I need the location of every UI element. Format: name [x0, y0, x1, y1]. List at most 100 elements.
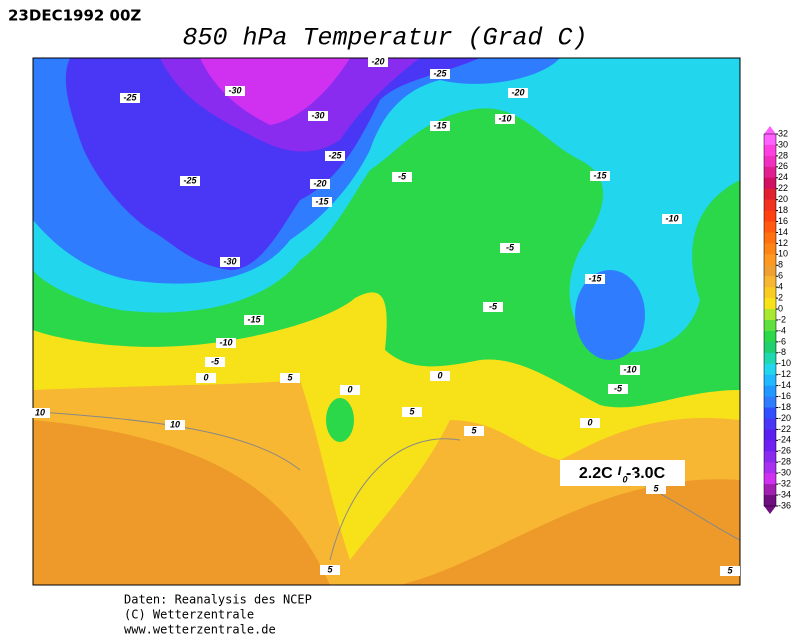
colorbar-segment: [764, 330, 776, 343]
footer-line: Daten: Reanalysis des NCEP: [124, 593, 312, 607]
contour-label: 5: [287, 372, 293, 382]
contour-label: -5: [506, 242, 515, 252]
colorbar-segment: [764, 462, 776, 474]
colorbar-label: -34: [778, 489, 791, 499]
colorbar-segment: [764, 385, 776, 398]
contour-label-bg: [580, 418, 600, 428]
colorbar-label: -26: [778, 446, 791, 456]
colorbar-label: 20: [778, 194, 788, 204]
contour-label: -5: [398, 171, 407, 181]
colorbar-label: -14: [778, 380, 791, 390]
contour-label: 5: [471, 425, 477, 435]
contour-label-bg: [508, 88, 528, 98]
contour-label: -20: [511, 87, 524, 97]
colorbar-label: 18: [778, 205, 788, 215]
contour-label: -10: [665, 213, 678, 223]
contour-label-bg: [165, 420, 185, 430]
contour-label: -25: [328, 150, 342, 160]
colorbar-segment: [764, 418, 776, 430]
colorbar-segment: [764, 298, 776, 310]
contour-label: -25: [123, 92, 137, 102]
contour-label: -15: [593, 170, 607, 180]
contour-label: -30: [311, 110, 324, 120]
contour-label: -30: [228, 85, 241, 95]
contour-label-bg: [402, 407, 422, 417]
contour-label-bg: [615, 475, 635, 485]
colorbar-segment: [764, 473, 776, 485]
contour-label-bg: [585, 274, 605, 284]
colorbar-segment: [764, 221, 776, 233]
colorbar-label: -24: [778, 435, 791, 445]
colorbar-label: -4: [778, 325, 786, 335]
contour-label: -15: [315, 196, 329, 206]
colorbar-segment: [764, 407, 776, 419]
colorbar-label: -20: [778, 413, 791, 423]
contour-label-bg: [430, 121, 450, 131]
colorbar-segment: [764, 134, 776, 146]
colorbar-label: 4: [778, 282, 783, 292]
contour-label-bg: [30, 408, 50, 418]
contour-label-bg: [500, 243, 520, 253]
zone: [575, 270, 645, 360]
colorbar-segment: [764, 451, 776, 463]
colorbar-label: 0: [778, 303, 783, 313]
map: 2.2C / -3.0C: [32, 57, 741, 586]
contour-label-bg: [620, 365, 640, 375]
contour-label: -15: [433, 120, 447, 130]
footer: Daten: Reanalysis des NCEP (C) Wetterzen…: [124, 593, 312, 637]
colorbar-label: 16: [778, 216, 788, 226]
contour-label-bg: [180, 176, 200, 186]
contour-label: -10: [498, 113, 511, 123]
colorbar-label: -10: [778, 358, 791, 368]
colorbar-label: 28: [778, 150, 788, 160]
colorbar-label: -18: [778, 402, 791, 412]
contour-label-bg: [646, 484, 666, 494]
colorbar-segment: [764, 177, 776, 190]
contour-label: -15: [588, 273, 602, 283]
colorbar-label: -12: [778, 369, 791, 379]
colorbar-label: -8: [778, 347, 786, 357]
colorbar-label: 26: [778, 161, 788, 171]
colorbar-label: -16: [778, 391, 791, 401]
colorbar-label: 6: [778, 271, 783, 281]
colorbar-segment: [764, 276, 776, 288]
contour-label: 10: [35, 407, 45, 417]
value-text: 2.2C / -3.0C: [579, 465, 666, 482]
colorbar-label: 8: [778, 260, 783, 270]
contour-label-bg: [196, 373, 216, 383]
colorbar-segment: [764, 254, 776, 266]
contour-label: -30: [223, 256, 236, 266]
contour-label-bg: [720, 566, 740, 576]
contour-label-bg: [320, 565, 340, 575]
colorbar-segment: [764, 155, 776, 168]
contour-label: 0: [587, 417, 592, 427]
contour-label-bg: [308, 111, 328, 121]
colorbar-segment: [764, 243, 776, 255]
colorbar-segment: [764, 309, 776, 321]
colorbar-segment: [764, 265, 776, 277]
contour-label-bg: [340, 385, 360, 395]
contour-label: 10: [170, 419, 180, 429]
colorbar-segment: [764, 374, 776, 387]
contour-label-bg: [590, 171, 610, 181]
colorbar-label: -6: [778, 336, 786, 346]
contour-label: 5: [653, 483, 659, 493]
contour-label: -15: [247, 314, 261, 324]
colorbar-label: 30: [778, 139, 788, 149]
colorbar-arrow: [764, 126, 776, 134]
contour-label-bg: [464, 426, 484, 436]
contour-label-bg: [368, 57, 388, 67]
contour-label-bg: [392, 172, 412, 182]
colorbar-label: -28: [778, 457, 791, 467]
colorbar-segment: [764, 166, 776, 179]
colorbar-label: -30: [778, 468, 791, 478]
contour-label: -25: [183, 175, 197, 185]
colorbar-segment: [764, 210, 776, 223]
contour-label: 5: [409, 406, 415, 416]
colorbar: 32302826242220181614121086420-2-4-6-8-10…: [763, 126, 791, 514]
contour-label-bg: [216, 338, 236, 348]
contour-label: -10: [219, 337, 232, 347]
zone: [326, 398, 354, 442]
colorbar-label: 14: [778, 227, 788, 237]
colorbar-label: -36: [778, 500, 791, 510]
